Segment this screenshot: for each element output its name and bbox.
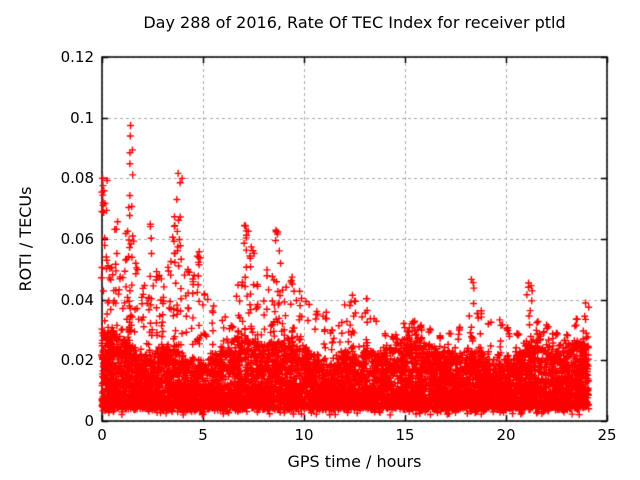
x-tick-label: 0 xyxy=(97,426,107,444)
y-tick-label: 0.1 xyxy=(70,108,94,127)
y-axis-label: ROTI / TECUs xyxy=(16,186,35,292)
x-tick-label: 25 xyxy=(597,426,617,444)
x-tick-label: 20 xyxy=(496,426,516,444)
y-tick-label: 0.08 xyxy=(60,169,94,188)
y-tick-label: 0.12 xyxy=(60,48,94,66)
x-tick-label: 15 xyxy=(395,426,415,444)
y-tick-label: 0.02 xyxy=(60,351,94,370)
chart-title: Day 288 of 2016, Rate Of TEC Index for r… xyxy=(143,13,566,32)
x-tick-label: 5 xyxy=(198,426,208,444)
y-tick-label: 0.04 xyxy=(60,290,94,309)
x-axis-label: GPS time / hours xyxy=(287,452,422,471)
y-tick-label: 0.06 xyxy=(60,230,94,248)
x-tick-label: 10 xyxy=(294,426,314,444)
y-tick-label: 0 xyxy=(84,412,94,430)
